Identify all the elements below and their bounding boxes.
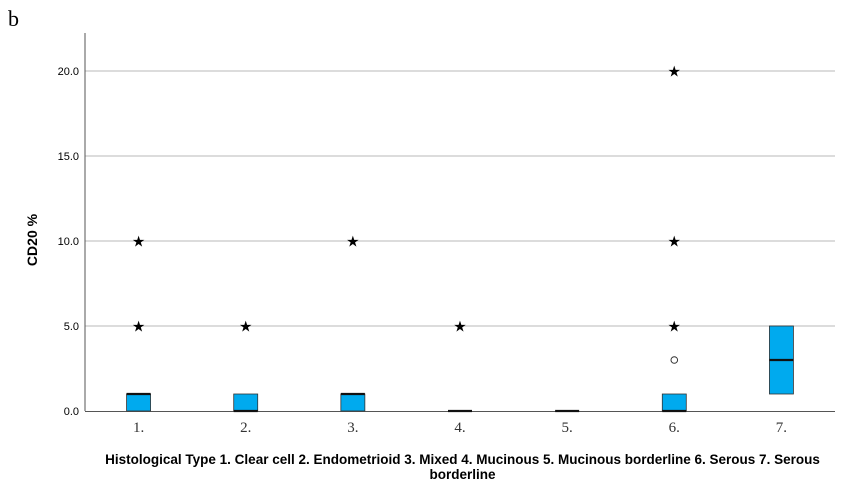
extreme-star-marker: ★ bbox=[132, 233, 145, 251]
x-tick-label: 1. bbox=[133, 420, 144, 436]
box-group: ★ ★ ★ bbox=[661, 63, 687, 413]
x-tick-label: 5. bbox=[562, 420, 573, 436]
outlier-circle-marker bbox=[670, 356, 679, 364]
extreme-star-marker: ★ bbox=[668, 233, 681, 251]
x-tick-label: 4. bbox=[454, 420, 465, 436]
y-tick-label: 5.0 bbox=[64, 321, 79, 333]
extreme-star-marker: ★ bbox=[668, 318, 681, 336]
x-tick-label: 6. bbox=[669, 420, 680, 436]
panel-label: b bbox=[8, 6, 19, 31]
box bbox=[233, 393, 259, 412]
box bbox=[126, 393, 151, 412]
x-tick-label: 7. bbox=[776, 420, 787, 436]
box-group: ★ bbox=[340, 233, 366, 412]
y-axis-label: CD20 % bbox=[24, 213, 40, 266]
box bbox=[340, 393, 366, 412]
x-tick-label: 2. bbox=[240, 420, 251, 436]
box-group: ★ bbox=[233, 318, 259, 413]
y-tick-label: 0.0 bbox=[64, 406, 79, 418]
extreme-star-marker: ★ bbox=[453, 318, 466, 336]
y-tick-label: 20.0 bbox=[58, 66, 79, 78]
box-group bbox=[769, 325, 794, 395]
y-tick-label: 10.0 bbox=[58, 236, 79, 248]
box-group: ★ bbox=[448, 318, 472, 413]
y-tick-label: 15.0 bbox=[58, 151, 79, 163]
extreme-star-marker: ★ bbox=[346, 233, 359, 251]
box bbox=[661, 393, 687, 412]
extreme-star-marker: ★ bbox=[668, 63, 681, 81]
x-tick-label: 3. bbox=[347, 420, 358, 436]
x-axis-label: Histological Type 1. Clear cell 2. Endom… bbox=[105, 452, 820, 482]
box-group: ★★ bbox=[126, 233, 151, 412]
extreme-star-marker: ★ bbox=[132, 318, 145, 336]
extreme-star-marker: ★ bbox=[239, 318, 252, 336]
